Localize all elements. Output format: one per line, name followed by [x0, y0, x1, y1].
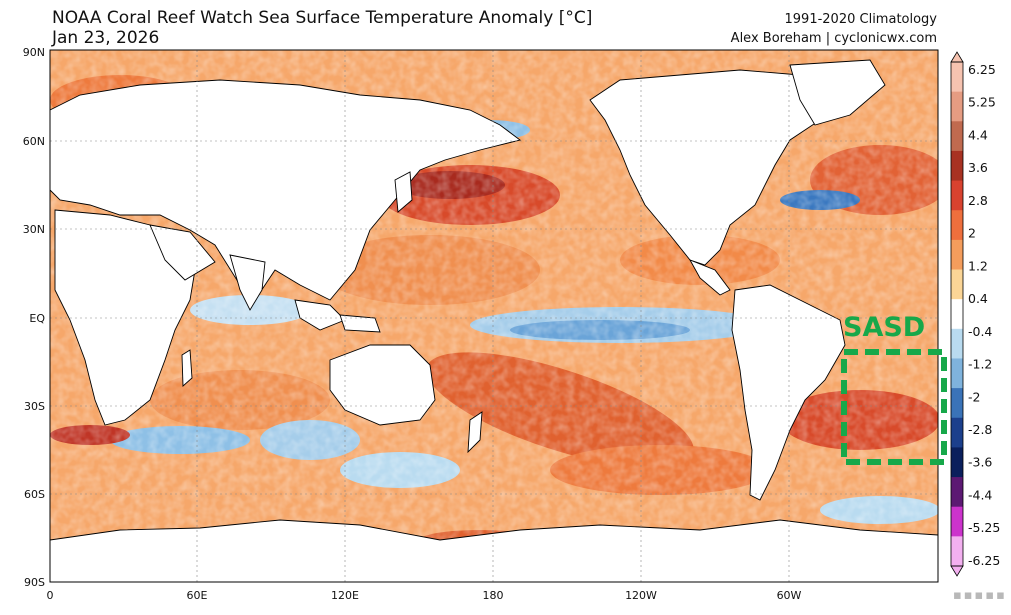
colorbar-swatch	[951, 239, 963, 271]
longitude-labels: 0 60E 120E 180 120W 60W	[47, 589, 802, 602]
colorbar-swatch	[951, 180, 963, 211]
colorbar-tick-label: -5.25	[968, 520, 1000, 535]
colorbar-top-arrow	[950, 51, 964, 63]
colorbar-swatch	[951, 328, 963, 359]
lon-label: 120E	[331, 589, 359, 602]
sasd-box	[841, 349, 947, 465]
lat-label: 90N	[23, 46, 45, 59]
colorbar-swatch	[951, 121, 963, 152]
lat-label: 30N	[23, 223, 45, 236]
chart-date: Jan 23, 2026	[52, 28, 160, 48]
colorbar-swatch	[951, 62, 963, 93]
colorbar-swatch	[951, 91, 963, 122]
map-frame	[49, 49, 939, 583]
lon-label: 0	[47, 589, 54, 602]
lat-label: 30S	[24, 400, 45, 413]
colorbar-labels: 6.25 5.25 4.4 3.6 2.8 2 1.2 0.4 -0.4 -1.2 -2 -2.8 -3…	[968, 62, 1000, 568]
colorbar-swatch	[951, 210, 963, 241]
colorbar-swatch	[951, 417, 963, 448]
colorbar-tick-label: -1.2	[968, 357, 992, 372]
colorbar-swatch	[951, 299, 963, 330]
colorbar-swatch	[951, 388, 963, 419]
lon-label: 180	[483, 589, 504, 602]
colorbar-frame	[950, 61, 964, 567]
author-credit: Alex Boreham | cyclonicwx.com	[730, 31, 937, 46]
colorbar-tick-label: -3.6	[968, 455, 992, 470]
latitude-labels: 90N 60N 30N EQ 30S 60S 90S	[23, 46, 46, 589]
colorbar-tick-label: -6.25	[968, 553, 1000, 568]
chart-title: NOAA Coral Reef Watch Sea Surface Temper…	[52, 8, 593, 28]
colorbar: 6.25 5.25 4.4 3.6 2.8 2 1.2 0.4 -0.4 -1.2 -2 -2.8 -3…	[950, 51, 1000, 577]
colorbar-swatch	[951, 477, 963, 508]
climatology-label: 1991-2020 Climatology	[784, 12, 937, 27]
colorbar-tick-label: 4.4	[968, 127, 988, 142]
colorbar-tick-label: 2	[968, 226, 976, 241]
colorbar-tick-label: 2.8	[968, 193, 988, 208]
colorbar-tick-label: 5.25	[968, 95, 996, 110]
colorbar-tick-label: 0.4	[968, 291, 988, 306]
colorbar-tick-label: -0.4	[968, 324, 992, 339]
sasd-annotation: SASD	[841, 312, 947, 465]
colorbar-tick-label: -2	[968, 389, 980, 404]
colorbar-tick-label: 6.25	[968, 62, 996, 77]
colorbar-swatches	[951, 62, 963, 567]
colorbar-swatch	[951, 536, 963, 567]
lon-label: 60E	[187, 589, 208, 602]
colorbar-swatch	[951, 358, 963, 389]
watermark: ▪▪▪▪▪	[952, 588, 1007, 603]
colorbar-tick-label: -4.4	[968, 487, 992, 502]
colorbar-tick-label: -2.8	[968, 422, 992, 437]
lat-label: EQ	[29, 312, 45, 325]
lon-label: 120W	[625, 589, 657, 602]
sasd-label: SASD	[843, 312, 925, 343]
graticule	[50, 50, 938, 582]
colorbar-tick-label: 3.6	[968, 160, 988, 175]
lat-label: 60S	[24, 488, 45, 501]
colorbar-swatch	[951, 150, 963, 182]
sst-anomaly-field	[50, 50, 938, 582]
colorbar-bottom-arrow	[950, 565, 964, 577]
colorbar-tick-label: 1.2	[968, 258, 988, 273]
lon-label: 60W	[777, 589, 802, 602]
land-masses	[50, 59, 938, 582]
colorbar-swatch	[951, 269, 963, 300]
colorbar-swatch	[951, 506, 963, 537]
colorbar-swatch	[951, 447, 963, 478]
lat-label: 90S	[24, 576, 45, 589]
lat-label: 60N	[23, 135, 45, 148]
